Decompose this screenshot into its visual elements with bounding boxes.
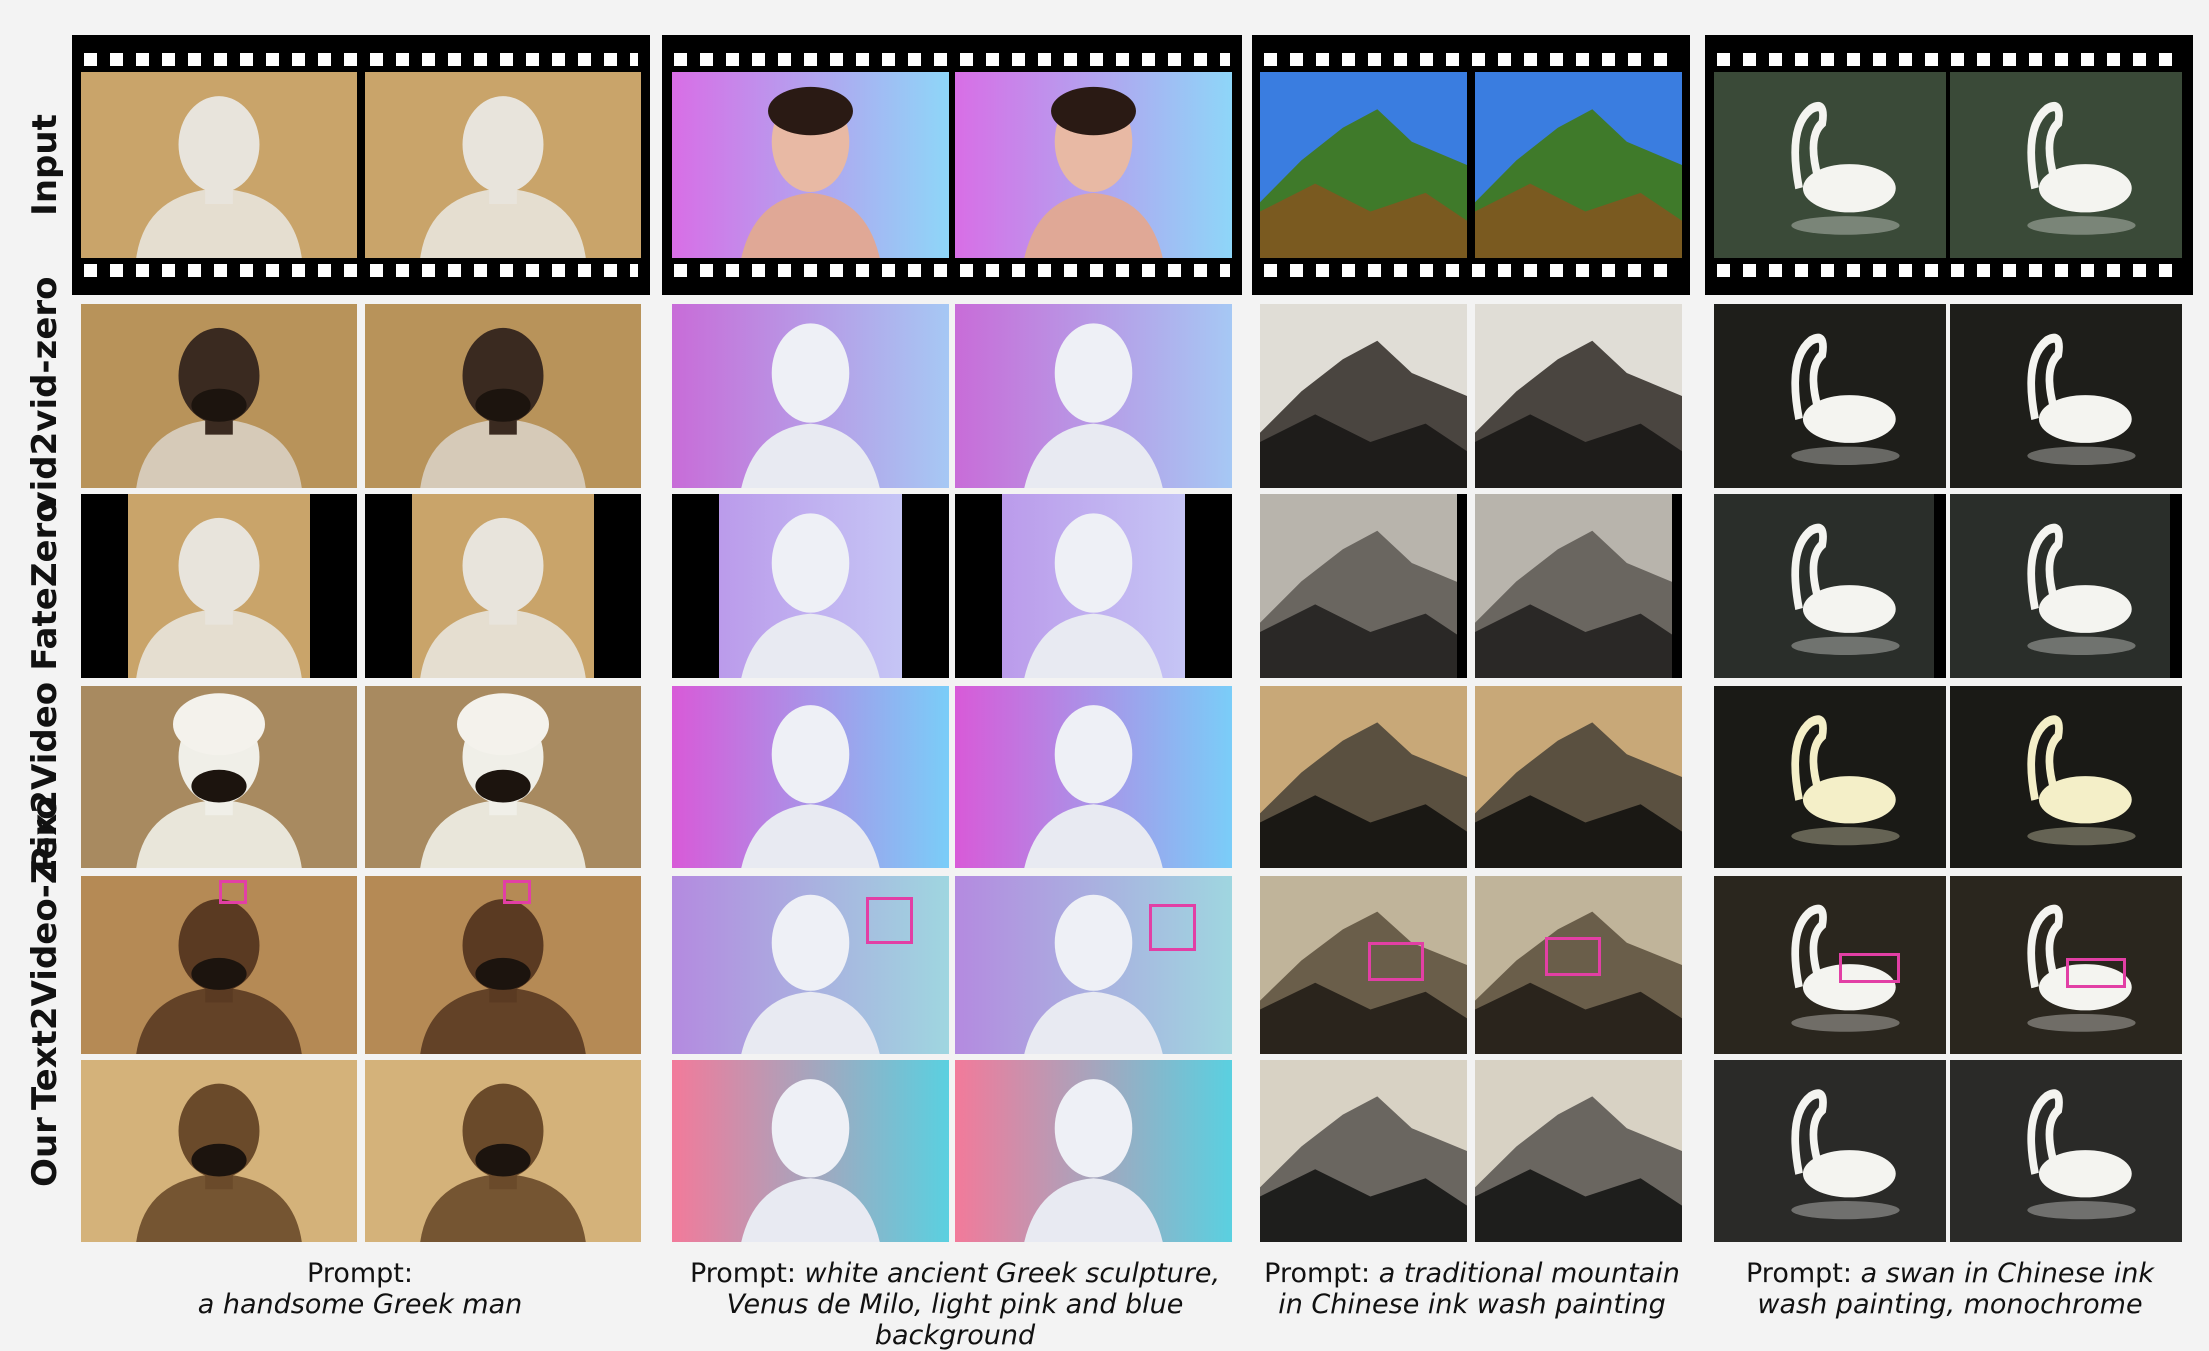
- frame-our-venus-1: [672, 1060, 949, 1242]
- caption-swan: Prompt: a swan in Chinese ink wash paint…: [1720, 1258, 2180, 1320]
- letterbox-right: [1184, 494, 1232, 678]
- frame-input-mountain-1: [1260, 72, 1467, 258]
- highlight-box: [1839, 952, 1900, 983]
- frame-input-mountain-2: [1475, 72, 1682, 258]
- frame-text2video-zero-swan-2: [1950, 876, 2182, 1054]
- frame-fatezero-mountain-1: [1260, 494, 1467, 678]
- film-holes-bottom: [72, 264, 650, 277]
- frame-input-greek-man-1: [81, 72, 357, 258]
- frame-input-greek-man-2: [365, 72, 641, 258]
- frame-vid2vid-zero-swan-1: [1714, 304, 1946, 488]
- frame-our-greek-man-2: [365, 1060, 641, 1242]
- caption-greek-man: Prompt: a handsome Greek man: [80, 1258, 640, 1320]
- letterbox-right: [2170, 494, 2182, 678]
- prompt-prefix: Prompt:: [689, 1258, 796, 1289]
- letterbox-right: [901, 494, 949, 678]
- frame-pix2video-swan-1: [1714, 686, 1946, 868]
- prompt-text: a swan in Chinese ink wash painting, mon…: [1757, 1258, 2154, 1320]
- letterbox-right: [1456, 494, 1467, 678]
- caption-venus: Prompt: white ancient Greek sculpture, V…: [660, 1258, 1250, 1351]
- frame-input-swan-1: [1714, 72, 1946, 258]
- prompt-text: a traditional mountain in Chinese ink wa…: [1278, 1258, 1680, 1320]
- letterbox-left: [672, 494, 720, 678]
- frame-vid2vid-zero-venus-1: [672, 304, 949, 488]
- prompt-text: white ancient Greek sculpture, Venus de …: [726, 1258, 1221, 1351]
- frame-our-venus-2: [955, 1060, 1232, 1242]
- frame-fatezero-swan-1: [1714, 494, 1946, 678]
- highlight-box: [2066, 957, 2127, 989]
- frame-fatezero-swan-2: [1950, 494, 2182, 678]
- frame-pix2video-mountain-2: [1475, 686, 1682, 868]
- prompt-prefix: Prompt:: [1746, 1258, 1852, 1289]
- frame-fatezero-venus-2: [955, 494, 1232, 678]
- frame-vid2vid-zero-greek-man-1: [81, 304, 357, 488]
- letterbox-right: [594, 494, 641, 678]
- prompt-prefix: Prompt:: [1264, 1258, 1371, 1289]
- highlight-box: [1367, 941, 1424, 982]
- prompt-prefix: Prompt:: [307, 1258, 413, 1289]
- row-label-input: Input: [25, 114, 65, 216]
- frame-input-swan-2: [1950, 72, 2182, 258]
- frame-text2video-zero-mountain-2: [1475, 876, 1682, 1054]
- prompt-text: a handsome Greek man: [197, 1289, 523, 1320]
- letterbox-right: [1671, 494, 1682, 678]
- frame-vid2vid-zero-swan-2: [1950, 304, 2182, 488]
- film-holes-bottom: [1705, 264, 2193, 277]
- highlight-box: [1545, 936, 1602, 976]
- frame-input-venus-1: [672, 72, 949, 258]
- frame-pix2video-swan-2: [1950, 686, 2182, 868]
- film-holes-bottom: [1252, 264, 1690, 277]
- frame-text2video-zero-mountain-1: [1260, 876, 1467, 1054]
- frame-fatezero-venus-1: [672, 494, 949, 678]
- frame-pix2video-greek-man-1: [81, 686, 357, 868]
- frame-text2video-zero-venus-1: [672, 876, 949, 1054]
- frame-our-swan-1: [1714, 1060, 1946, 1242]
- frame-vid2vid-zero-mountain-2: [1475, 304, 1682, 488]
- frame-text2video-zero-greek-man-1: [81, 876, 357, 1054]
- letterbox-left: [81, 494, 128, 678]
- frame-our-mountain-1: [1260, 1060, 1467, 1242]
- highlight-box: [865, 897, 913, 944]
- frame-text2video-zero-venus-2: [955, 876, 1232, 1054]
- frame-our-swan-2: [1950, 1060, 2182, 1242]
- highlight-box: [219, 879, 247, 905]
- frame-text2video-zero-greek-man-2: [365, 876, 641, 1054]
- frame-pix2video-venus-1: [672, 686, 949, 868]
- frame-input-venus-2: [955, 72, 1232, 258]
- caption-mountain: Prompt: a traditional mountain in Chines…: [1252, 1258, 1692, 1320]
- letterbox-right: [310, 494, 357, 678]
- frame-pix2video-greek-man-2: [365, 686, 641, 868]
- letterbox-right: [1934, 494, 1946, 678]
- letterbox-left: [955, 494, 1003, 678]
- frame-fatezero-greek-man-1: [81, 494, 357, 678]
- frame-fatezero-mountain-2: [1475, 494, 1682, 678]
- letterbox-left: [365, 494, 412, 678]
- frame-pix2video-mountain-1: [1260, 686, 1467, 868]
- frame-text2video-zero-swan-1: [1714, 876, 1946, 1054]
- film-holes-bottom: [662, 264, 1242, 277]
- frame-vid2vid-zero-mountain-1: [1260, 304, 1467, 488]
- frame-our-mountain-2: [1475, 1060, 1682, 1242]
- highlight-box: [503, 879, 531, 905]
- row-label-our: Our: [25, 1117, 65, 1187]
- frame-vid2vid-zero-greek-man-2: [365, 304, 641, 488]
- frame-vid2vid-zero-venus-2: [955, 304, 1232, 488]
- frame-our-greek-man-1: [81, 1060, 357, 1242]
- frame-fatezero-greek-man-2: [365, 494, 641, 678]
- highlight-box: [1148, 904, 1196, 951]
- frame-pix2video-venus-2: [955, 686, 1232, 868]
